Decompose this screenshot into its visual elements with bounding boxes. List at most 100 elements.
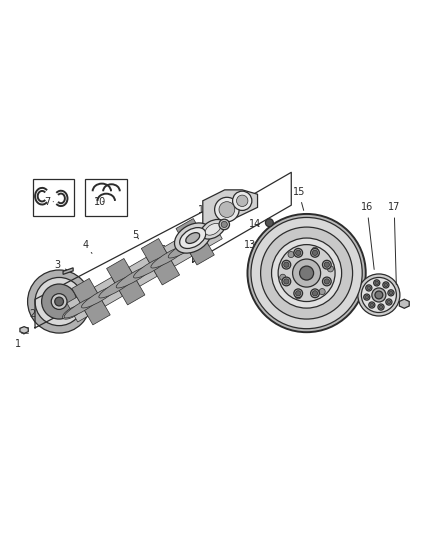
Circle shape: [387, 300, 391, 304]
Circle shape: [296, 290, 301, 296]
Polygon shape: [141, 238, 180, 285]
Circle shape: [282, 277, 291, 286]
Text: 5: 5: [133, 230, 139, 240]
Ellipse shape: [81, 285, 118, 308]
Polygon shape: [164, 237, 192, 266]
Text: 11: 11: [201, 232, 213, 243]
Circle shape: [280, 274, 286, 280]
Text: 12: 12: [198, 205, 210, 215]
Circle shape: [384, 283, 388, 287]
Text: 13: 13: [244, 240, 256, 251]
Circle shape: [379, 305, 383, 309]
Circle shape: [367, 286, 371, 290]
Circle shape: [295, 293, 301, 299]
Circle shape: [272, 238, 342, 308]
Circle shape: [389, 291, 393, 295]
Polygon shape: [198, 220, 222, 246]
Circle shape: [366, 285, 372, 291]
Circle shape: [312, 250, 318, 255]
Ellipse shape: [207, 223, 226, 236]
Ellipse shape: [201, 220, 225, 239]
Circle shape: [322, 277, 331, 286]
Ellipse shape: [205, 223, 220, 235]
Ellipse shape: [174, 223, 211, 253]
Ellipse shape: [151, 245, 187, 268]
Circle shape: [322, 260, 331, 269]
Ellipse shape: [116, 265, 153, 288]
Circle shape: [237, 195, 248, 206]
Circle shape: [251, 217, 362, 329]
Polygon shape: [106, 259, 145, 305]
Text: 17: 17: [388, 203, 400, 285]
Circle shape: [311, 248, 319, 257]
Circle shape: [327, 266, 333, 272]
Circle shape: [374, 280, 380, 286]
Circle shape: [261, 227, 353, 319]
Circle shape: [370, 303, 374, 307]
Circle shape: [372, 288, 386, 302]
Ellipse shape: [63, 306, 82, 319]
Circle shape: [219, 219, 230, 230]
Circle shape: [358, 274, 400, 316]
Circle shape: [288, 252, 294, 257]
Circle shape: [365, 295, 368, 299]
Polygon shape: [63, 268, 73, 274]
Polygon shape: [20, 327, 28, 333]
Circle shape: [300, 266, 314, 280]
Polygon shape: [129, 257, 157, 286]
Text: 2: 2: [30, 305, 42, 319]
Circle shape: [324, 279, 329, 284]
Circle shape: [221, 221, 227, 228]
Ellipse shape: [186, 225, 222, 248]
Text: 1: 1: [15, 332, 25, 350]
Polygon shape: [203, 190, 258, 233]
Polygon shape: [72, 278, 110, 325]
Circle shape: [219, 201, 235, 217]
Circle shape: [282, 260, 291, 269]
Ellipse shape: [64, 295, 101, 318]
Bar: [85, 179, 127, 216]
Circle shape: [319, 288, 325, 295]
Circle shape: [364, 294, 370, 300]
Circle shape: [361, 278, 396, 312]
Circle shape: [28, 270, 91, 333]
Circle shape: [51, 294, 67, 310]
Text: 16: 16: [361, 203, 374, 270]
Circle shape: [284, 279, 289, 284]
Circle shape: [383, 282, 389, 288]
Circle shape: [386, 299, 392, 305]
Ellipse shape: [186, 232, 200, 244]
Text: 14: 14: [249, 219, 261, 229]
Circle shape: [278, 245, 335, 302]
Circle shape: [42, 284, 77, 319]
Circle shape: [296, 250, 301, 255]
Circle shape: [312, 247, 318, 253]
Circle shape: [388, 290, 394, 296]
Ellipse shape: [99, 276, 135, 298]
Circle shape: [284, 262, 289, 268]
Circle shape: [311, 289, 319, 298]
Text: 10: 10: [94, 197, 106, 207]
Circle shape: [35, 278, 83, 326]
Circle shape: [294, 248, 303, 257]
Circle shape: [378, 304, 384, 310]
Ellipse shape: [168, 236, 205, 258]
Circle shape: [369, 302, 375, 308]
Polygon shape: [67, 297, 88, 322]
Circle shape: [233, 191, 252, 211]
Circle shape: [247, 214, 366, 332]
Ellipse shape: [180, 228, 206, 248]
Circle shape: [324, 262, 329, 268]
Circle shape: [294, 289, 303, 298]
Circle shape: [265, 219, 273, 227]
Circle shape: [55, 297, 64, 306]
Polygon shape: [94, 277, 123, 306]
Text: 6: 6: [159, 245, 165, 255]
Polygon shape: [399, 299, 409, 308]
Circle shape: [312, 290, 318, 296]
Circle shape: [375, 291, 383, 299]
Text: 7: 7: [44, 197, 53, 207]
Circle shape: [375, 281, 378, 285]
Polygon shape: [176, 219, 214, 265]
Text: 15: 15: [293, 187, 305, 211]
